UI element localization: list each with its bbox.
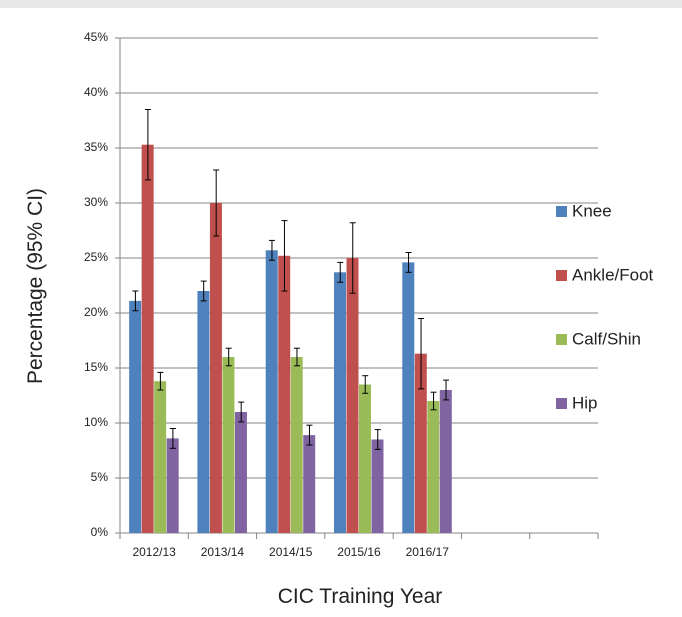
x-tick-label: 2012/13 [132,545,176,559]
legend-label: Knee [572,201,612,220]
x-tick-label: 2015/16 [337,545,381,559]
bar [303,435,316,533]
bar [278,255,291,534]
error-bar [225,347,232,367]
error-bar [443,379,450,401]
error-bar [337,261,344,283]
bar [427,401,440,533]
legend-label: Hip [572,393,598,412]
error-bar [213,169,220,237]
bar [222,357,235,533]
bar [141,144,154,533]
error-bar [293,347,300,367]
bar [290,357,303,533]
y-tick-label: 35% [84,140,108,154]
error-bar [306,424,313,446]
bar [439,390,452,533]
x-tick-label: 2013/14 [201,545,245,559]
error-bar [144,109,151,181]
y-tick-label: 0% [91,525,109,539]
legend-label: Ankle/Foot [572,265,654,284]
bar [154,381,167,533]
y-tick-label: 25% [84,250,108,264]
error-bar [281,220,288,292]
bar [129,300,142,533]
bar [209,203,222,533]
error-bar [132,290,139,312]
y-axis-title: Percentage (95% CI) [24,188,47,384]
legend-swatch [556,334,567,345]
y-tick-label: 5% [91,470,109,484]
y-tick-label: 10% [84,415,108,429]
legend-label: Calf/Shin [572,329,641,348]
bar [371,439,384,533]
error-bar [169,428,176,449]
bar [265,250,278,534]
legend-swatch [556,398,567,409]
y-tick-label: 30% [84,195,108,209]
top-bar [0,0,682,8]
y-tick-label: 45% [84,30,108,44]
error-bar [268,239,275,261]
error-bar [200,280,207,302]
x-tick-label: 2014/15 [269,545,313,559]
bar [197,291,210,533]
error-bar [374,429,381,450]
y-tick-label: 40% [84,85,108,99]
x-axis-title: CIC Training Year [278,585,443,608]
error-bar [405,252,412,273]
bar [346,258,359,533]
bar [234,412,247,533]
error-bar [349,222,356,294]
error-bar [430,391,437,411]
x-tick-label: 2016/17 [406,545,450,559]
bar [402,262,415,533]
y-tick-label: 15% [84,360,108,374]
error-bar [418,318,425,390]
legend-swatch [556,270,567,281]
error-bar [238,401,245,423]
bar [414,353,427,533]
error-bar [362,375,369,394]
bar [359,384,371,533]
y-tick-label: 20% [84,305,108,319]
bar [166,438,179,533]
legend-swatch [556,206,567,217]
bar [334,272,346,533]
error-bar [157,371,164,391]
